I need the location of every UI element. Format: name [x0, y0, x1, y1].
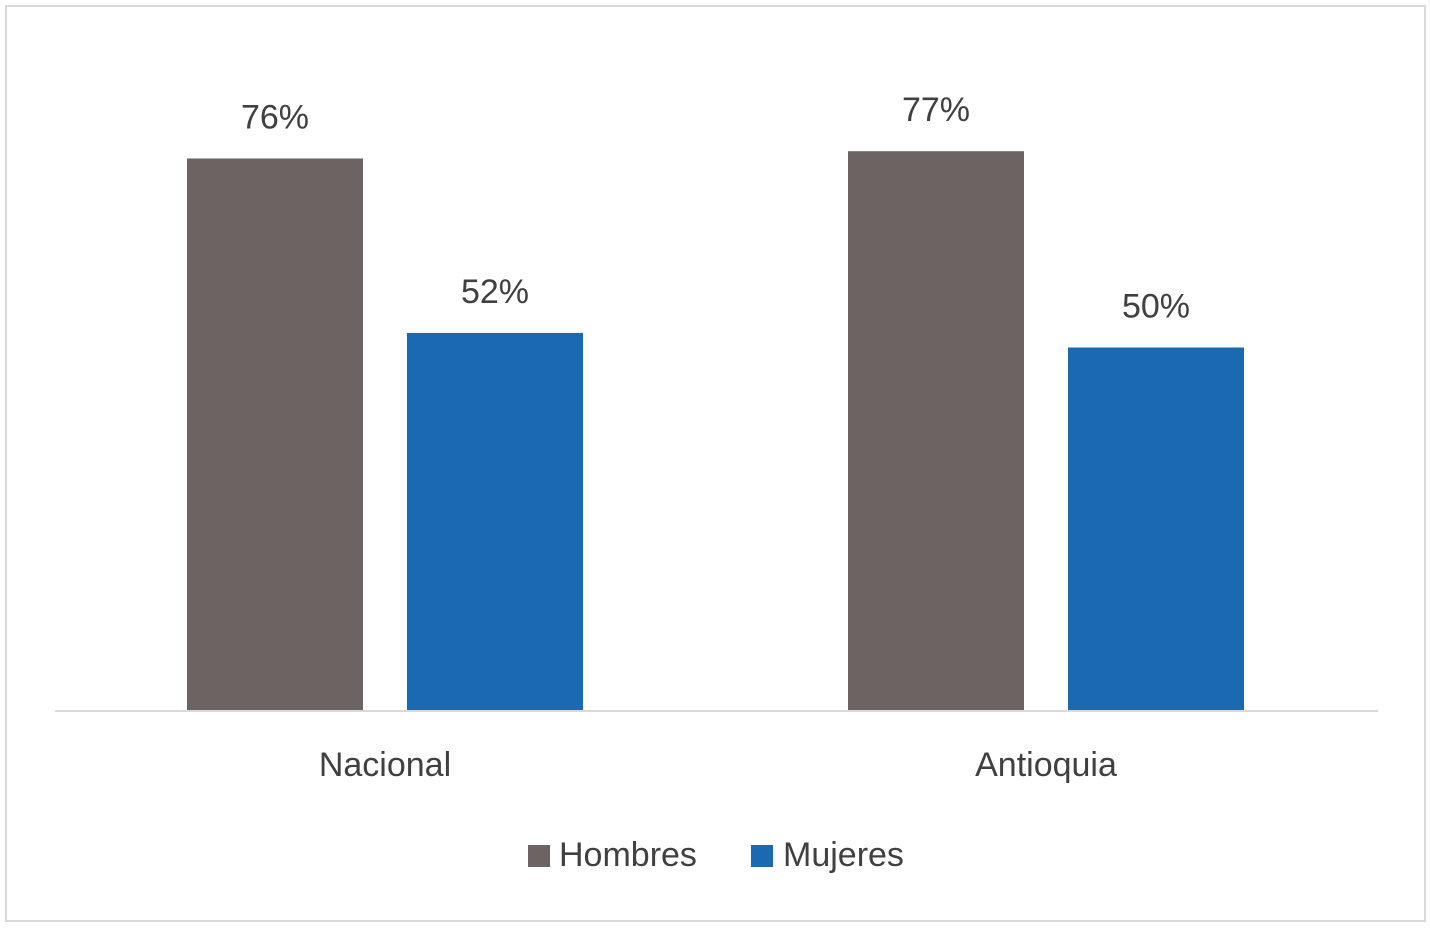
bar-mujeres-antioquia — [1068, 347, 1244, 711]
bars-layer — [187, 151, 1244, 712]
legend: Hombres Mujeres — [528, 836, 904, 874]
legend-item-mujeres: Mujeres — [751, 836, 904, 874]
data-label-mujeres-nacional: 52% — [461, 273, 529, 311]
legend-label-mujeres: Mujeres — [783, 836, 904, 874]
data-label-mujeres-antioquia: 50% — [1122, 288, 1190, 326]
data-label-hombres-nacional: 76% — [241, 98, 309, 136]
legend-label-hombres: Hombres — [559, 836, 697, 874]
legend-swatch-hombres — [528, 845, 550, 867]
legend-item-hombres: Hombres — [528, 836, 697, 874]
category-labels-layer: Nacional Antioquia — [319, 746, 1117, 784]
bar-mujeres-nacional — [407, 332, 583, 711]
bar-hombres-nacional — [187, 158, 363, 712]
category-label-antioquia: Antioquia — [975, 746, 1117, 784]
data-label-hombres-antioquia: 77% — [902, 91, 970, 129]
bar-hombres-antioquia — [848, 151, 1024, 711]
legend-swatch-mujeres — [751, 845, 773, 867]
category-label-nacional: Nacional — [319, 746, 451, 784]
data-labels-layer: 76% 52% 77% 50% — [241, 91, 1190, 325]
